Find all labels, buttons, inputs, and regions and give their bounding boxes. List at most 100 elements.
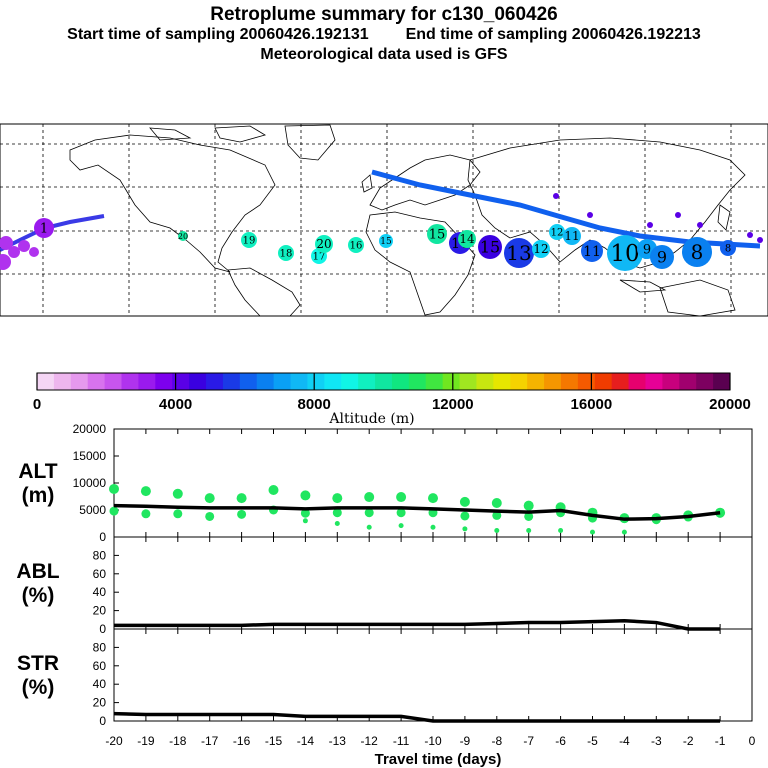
y-tick-label: 10000 — [73, 476, 107, 490]
panel-alt: 20000 15000 10000 5000 0 ALT(m) — [18, 422, 753, 544]
colorbar-swatch — [679, 373, 697, 390]
plume-marker — [757, 237, 763, 243]
x-tick-label: 0 — [749, 734, 756, 748]
colorbar-swatch — [37, 373, 55, 390]
colorbar-swatch — [172, 373, 190, 390]
plume-marker — [675, 212, 681, 218]
plume-label: 19 — [243, 236, 256, 247]
plume-label: 15 — [380, 237, 392, 247]
colorbar-swatch — [206, 373, 224, 390]
altitude-point — [141, 509, 151, 519]
plume-marker — [504, 238, 534, 268]
plume-label: 17 — [313, 252, 326, 263]
altitude-point — [364, 508, 374, 518]
x-tick-label: -8 — [491, 734, 502, 748]
altitude-point — [109, 483, 119, 494]
altitude-point — [302, 518, 308, 524]
plume-marker — [581, 240, 603, 262]
series-line — [113, 503, 721, 521]
x-axis-label: Travel time (days) — [375, 751, 502, 768]
colorbar-swatch — [256, 373, 275, 390]
altitude-point — [366, 524, 372, 530]
y-tick-label: 80 — [93, 548, 107, 562]
plume-marker — [650, 245, 674, 269]
coastlines — [69, 124, 746, 317]
plume-label: 14 — [459, 232, 475, 246]
x-tick-label: -10 — [424, 734, 442, 748]
colorbar-swatch — [87, 373, 106, 390]
x-tick-label: -11 — [393, 734, 410, 748]
plume-label: 10 — [610, 241, 639, 267]
plume-label: 20 — [178, 232, 188, 241]
plume-marker — [697, 222, 703, 228]
map-frame — [0, 123, 768, 317]
x-tick-label: -4 — [619, 734, 630, 748]
colorbar-swatch — [594, 373, 613, 390]
altitude-point — [332, 493, 343, 504]
plume-label: 9 — [657, 248, 667, 267]
plume-marker — [458, 230, 476, 248]
plume-marker — [29, 247, 39, 257]
plume-label: 11 — [564, 229, 579, 243]
x-tick-label: -5 — [587, 734, 598, 748]
colorbar-swatch — [155, 373, 173, 390]
altitude-point — [492, 510, 502, 520]
altitude-point — [590, 529, 595, 535]
panel-ylabel: ABL — [16, 560, 59, 583]
altitude-point — [396, 492, 407, 503]
y-tick-label: 40 — [93, 585, 107, 599]
sampling-times: Start time of sampling 20060426.192131 E… — [0, 26, 768, 44]
x-tick-label: -6 — [555, 734, 566, 748]
x-tick-label: -17 — [201, 734, 219, 748]
plume-marker — [315, 235, 333, 253]
plume-marker — [549, 224, 565, 240]
altitude-point — [172, 488, 183, 499]
colorbar-swatch — [459, 373, 477, 390]
plume-marker — [0, 254, 11, 270]
plume-label: 9 — [643, 243, 651, 258]
altitude-point — [300, 508, 310, 518]
y-tick-label: 60 — [93, 567, 107, 581]
plume-label: 15 — [429, 228, 446, 243]
start-time-label: Start time of sampling 20060426.192131 — [67, 26, 369, 43]
x-tick-label: -1 — [715, 734, 726, 748]
colorbar-swatch — [408, 373, 427, 390]
plume-label: 12 — [551, 228, 564, 239]
colorbar-swatch — [560, 373, 579, 390]
altitude-point — [558, 528, 564, 534]
x-tick-label: -18 — [169, 734, 187, 748]
colorbar-tick-label: 16000 — [571, 396, 613, 413]
altitude-point — [332, 508, 342, 518]
plume-label: 15 — [480, 238, 500, 257]
y-tick-label: 20 — [93, 604, 107, 618]
colorbar-swatch — [324, 373, 342, 390]
y-tick-label: 40 — [93, 677, 107, 691]
plume-marker — [747, 232, 753, 238]
altitude-point — [236, 493, 247, 504]
plume-label: 8 — [691, 240, 704, 264]
colorbar-swatch — [104, 373, 123, 390]
met-data-label: Meteorological data used is GFS — [260, 46, 508, 63]
x-tick-label: -9 — [460, 734, 471, 748]
colorbar-swatch — [544, 373, 562, 390]
colorbar-swatch — [713, 373, 731, 390]
altitude-point — [428, 493, 438, 504]
colorbar-tick-label: 0 — [33, 396, 41, 413]
altitude-point — [268, 485, 279, 496]
colorbar-swatch — [189, 373, 207, 390]
colorbar-swatch — [476, 373, 494, 390]
altitude-point — [491, 497, 502, 508]
colorbar-swatch — [70, 373, 89, 390]
colorbar-swatch — [290, 373, 308, 390]
altitude-point — [621, 529, 627, 535]
plume-marker — [553, 193, 559, 199]
plume-label: 1 — [40, 222, 48, 237]
altitude-point — [523, 500, 534, 511]
plume-marker — [427, 224, 447, 244]
plume-marker — [8, 246, 20, 258]
x-tick-label: -13 — [329, 734, 347, 748]
altitude-point — [398, 523, 404, 529]
plume-marker — [720, 240, 736, 256]
